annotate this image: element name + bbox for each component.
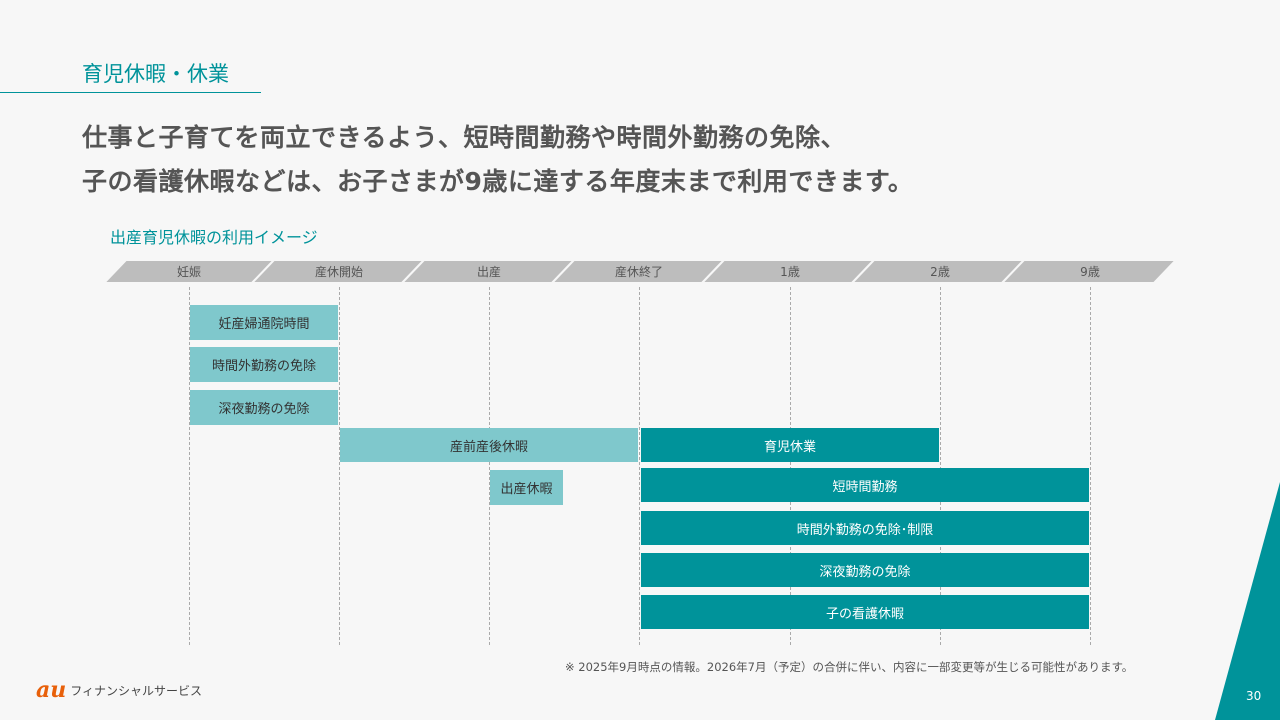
timeline-label: 2歳 [930, 265, 950, 279]
benefit-bar: 短時間勤務 [641, 468, 1089, 502]
footnote: ※ 2025年9月時点の情報。2026年7月（予定）の合併に伴い、内容に一部変更… [565, 660, 1134, 674]
headline: 仕事と子育てを両立できるよう、短時間勤務や時間外勤務の免除、 子の看護休暇などは… [82, 116, 913, 204]
section-title: 育児休暇・休業 [82, 62, 229, 86]
timeline-banner [101, 259, 1179, 284]
timeline-guide [189, 287, 190, 645]
timeline-guide [1090, 287, 1091, 645]
logo-mark: au [36, 677, 67, 703]
section-underline [0, 92, 261, 93]
timeline-guide [489, 287, 490, 645]
timeline-label: 産休開始 [314, 265, 364, 279]
diagram-title: 出産育児休暇の利用イメージ [110, 228, 318, 247]
benefit-bar: 子の看護休暇 [641, 595, 1089, 629]
headline-line-2: 子の看護休暇などは、お子さまが9歳に達する年度末まで利用できます。 [82, 167, 914, 196]
benefit-bar: 出産休暇 [490, 470, 563, 505]
benefit-bar: 時間外勤務の免除 [190, 347, 338, 382]
timeline-label: 産休終了 [614, 265, 664, 279]
page-number: 30 [1246, 689, 1262, 703]
benefit-bar: 時間外勤務の免除･制限 [641, 511, 1089, 545]
company-logo: au フィナンシャルサービス [36, 677, 203, 703]
timeline-guide [940, 287, 941, 645]
timeline-guide [639, 287, 640, 645]
timeline-label: 出産 [476, 265, 502, 279]
benefit-bar: 妊産婦通院時間 [190, 305, 338, 340]
timeline-label: 妊娠 [176, 265, 202, 279]
logo-text: フィナンシャルサービス [70, 683, 203, 698]
timeline-label: 1歳 [780, 265, 800, 279]
timeline-guide [790, 287, 791, 645]
benefit-bar: 産前産後休暇 [340, 428, 638, 462]
timeline-guide [339, 287, 340, 645]
benefit-bar: 深夜勤務の免除 [190, 390, 338, 425]
benefit-bar: 育児休業 [641, 428, 939, 462]
timeline-segment [999, 259, 1179, 284]
headline-line-1: 仕事と子育てを両立できるよう、短時間勤務や時間外勤務の免除、 [82, 123, 847, 152]
benefit-bar: 深夜勤務の免除 [641, 553, 1089, 587]
timeline-label: 9歳 [1080, 265, 1100, 279]
